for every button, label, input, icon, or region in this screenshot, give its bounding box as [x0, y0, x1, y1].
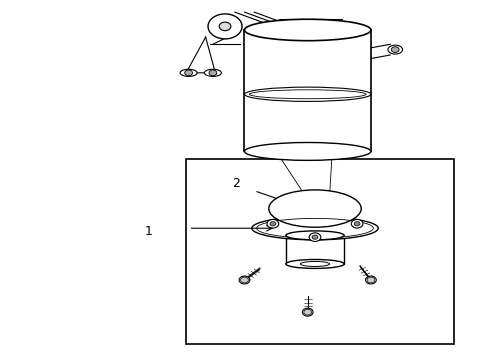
Circle shape	[219, 22, 230, 31]
Ellipse shape	[285, 231, 344, 240]
Ellipse shape	[244, 19, 370, 41]
Ellipse shape	[244, 143, 370, 160]
Circle shape	[353, 222, 359, 226]
Circle shape	[350, 220, 362, 228]
Polygon shape	[186, 37, 215, 73]
Circle shape	[366, 277, 374, 283]
Ellipse shape	[285, 260, 344, 269]
Ellipse shape	[239, 276, 249, 284]
Ellipse shape	[180, 69, 197, 76]
Ellipse shape	[387, 45, 402, 54]
Circle shape	[240, 277, 248, 283]
Ellipse shape	[204, 69, 221, 76]
Circle shape	[184, 70, 192, 76]
Circle shape	[303, 309, 311, 315]
Ellipse shape	[365, 276, 375, 284]
Bar	[186, 158, 453, 344]
Circle shape	[390, 47, 398, 53]
Circle shape	[207, 14, 242, 39]
Ellipse shape	[268, 190, 361, 227]
Circle shape	[208, 70, 216, 76]
Circle shape	[266, 220, 278, 228]
Text: 2: 2	[231, 177, 239, 190]
Ellipse shape	[302, 308, 312, 316]
Circle shape	[308, 233, 320, 242]
Text: 1: 1	[144, 225, 152, 238]
Circle shape	[311, 235, 317, 239]
Circle shape	[269, 222, 275, 226]
Ellipse shape	[251, 217, 377, 240]
